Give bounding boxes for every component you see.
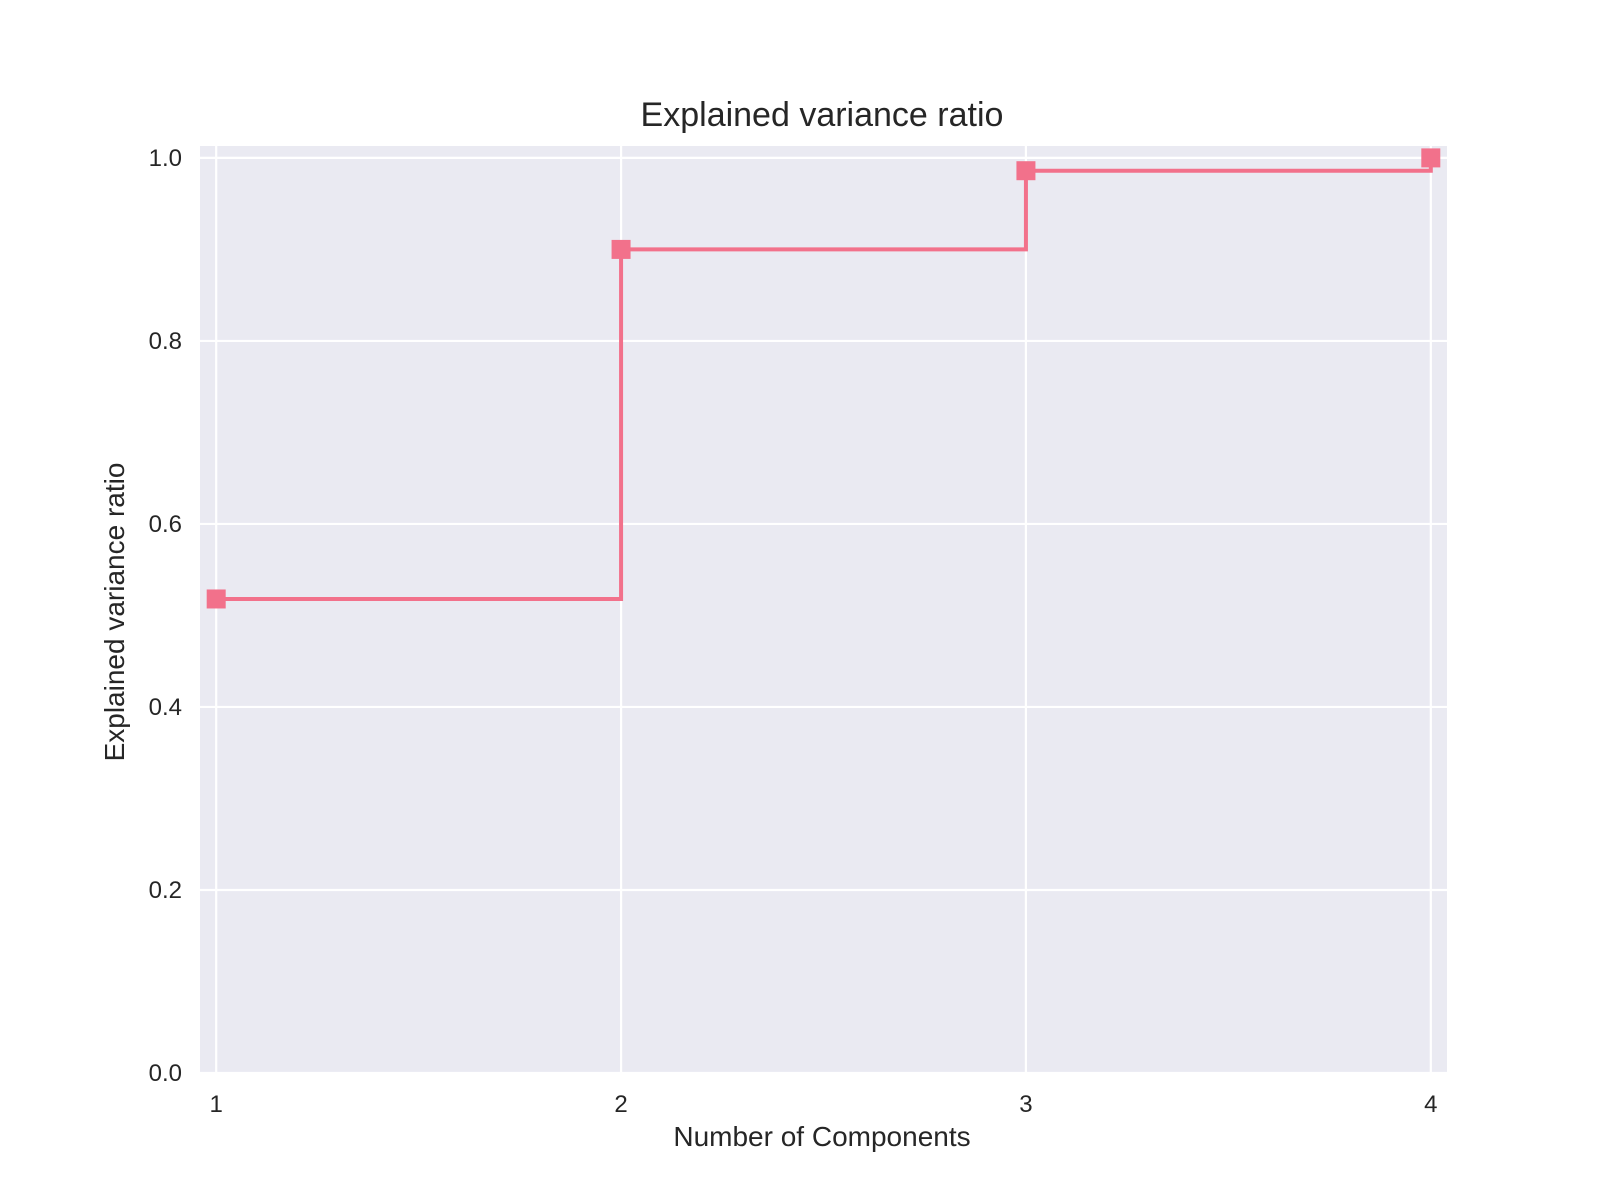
data-point-marker <box>1421 148 1441 168</box>
y-tick-label: 0.2 <box>149 877 182 904</box>
plot-area <box>200 146 1447 1073</box>
series-layer <box>206 148 1441 609</box>
data-point-marker <box>206 589 226 609</box>
y-tick-labels: 0.0 0.2 0.4 0.6 0.8 1.0 <box>149 145 182 1087</box>
data-point-marker <box>611 239 631 259</box>
x-tick-label: 1 <box>210 1091 223 1118</box>
series-line <box>214 155 1433 601</box>
y-tick-label: 0.0 <box>149 1060 182 1087</box>
y-tick-label: 0.8 <box>149 328 182 355</box>
y-axis-label: Explained variance ratio <box>99 463 130 762</box>
x-tick-label: 2 <box>614 1091 627 1118</box>
y-tick-label: 0.6 <box>149 511 182 538</box>
x-tick-label: 3 <box>1019 1091 1032 1118</box>
x-tick-labels: 1 2 3 4 <box>210 1091 1438 1118</box>
x-tick-label: 4 <box>1424 1091 1437 1118</box>
x-axis-label: Number of Components <box>673 1121 970 1152</box>
y-tick-label: 0.4 <box>149 694 182 721</box>
y-tick-label: 1.0 <box>149 145 182 172</box>
chart-title: Explained variance ratio <box>641 96 1004 134</box>
data-point-marker <box>1016 161 1036 181</box>
